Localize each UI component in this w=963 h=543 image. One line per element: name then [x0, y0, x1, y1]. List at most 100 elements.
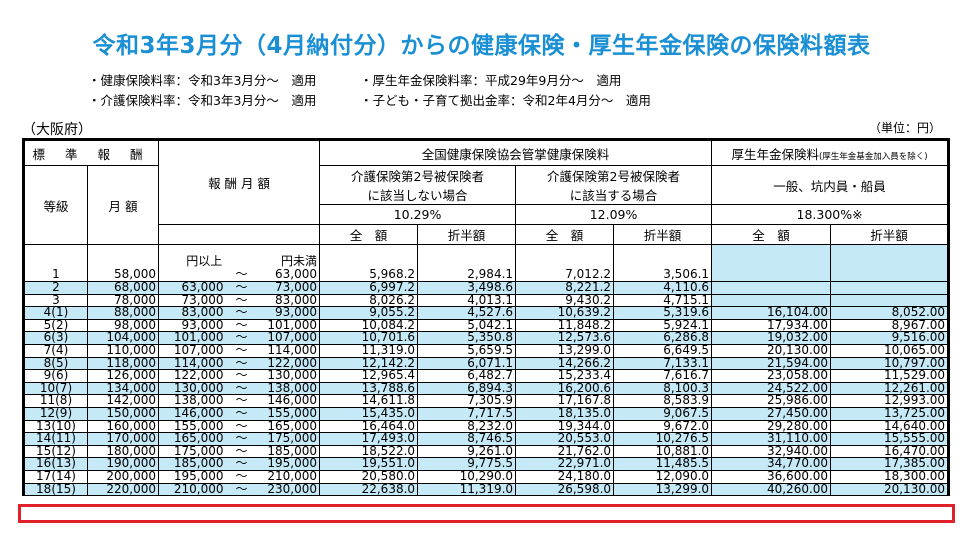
- cell-range-to-value: 155,000: [267, 407, 318, 420]
- rate-pension: 18.300%※: [711, 204, 951, 225]
- cell-monthly-value: 150,000: [106, 407, 157, 420]
- cell-monthly-value: 180,000: [106, 445, 157, 458]
- cell-monthly: 220,000: [86, 482, 160, 497]
- cell-care-half: 10,276.5: [613, 432, 713, 446]
- cell-care-half-value: 10,276.5: [655, 432, 710, 446]
- cell-monthly-value: 78,000: [114, 294, 157, 307]
- cell-health-half: 9,261.0: [417, 444, 517, 459]
- cell-health-full: 13,788.6: [319, 381, 419, 396]
- cell-pension-full-value: 19,032.00: [766, 331, 829, 345]
- cell-health-half: 6,894.3: [417, 381, 517, 396]
- cell-care-full-value: 16,200.6: [557, 382, 612, 395]
- cell-pension-half-value: 13,725.00: [883, 407, 946, 420]
- prefecture-label: （大阪府）: [22, 122, 92, 138]
- table-row: 18(15) 220,000 210,000 ～ 230,000 22,638.0 11,…: [22, 482, 951, 497]
- cell-pension-half-value: 11,529.00: [883, 369, 946, 383]
- cell-care-full: 19,344.0: [515, 419, 615, 434]
- cell-grade-value: 3: [52, 294, 60, 307]
- cell-pension-full: 36,600.00: [711, 469, 832, 484]
- cell-health-full-value: 19,551.0: [361, 457, 416, 471]
- cell-range-to: 155,000: [249, 406, 321, 421]
- col-full-pension: 全 額: [711, 224, 832, 245]
- cell-care-full-value: 14,266.2: [557, 357, 612, 370]
- cell-monthly-value: 98,000: [114, 319, 157, 332]
- cell-range-from-value: 130,000: [173, 382, 224, 395]
- cell-range-to: 円未満 63,000: [249, 244, 321, 282]
- cell-health-half: 8,746.5: [417, 432, 517, 446]
- cell-range-to: 165,000: [249, 419, 321, 434]
- header-pension-type: 一般、坑内員・船員: [711, 165, 951, 205]
- cell-pension-half: 10,065.00: [830, 343, 951, 358]
- cell-range-from-value: 146,000: [173, 407, 224, 420]
- cell-range-from: 146,000 ～: [158, 406, 250, 421]
- cell-range-from-value: 210,000: [173, 483, 224, 496]
- cell-pension-full-value: 31,110.00: [766, 432, 829, 446]
- table-row: 14(11) 170,000 165,000 ～ 175,000 17,493.0 8,7…: [22, 432, 951, 446]
- cell-pension-half: 13,725.00: [830, 406, 951, 421]
- col-half-no-care: 折半額: [417, 224, 517, 245]
- cell-care-full-value: 19,344.0: [557, 420, 612, 433]
- table-row: 2 68,000 63,000 ～ 73,000 6,997.2 3,498.6 8,221…: [22, 281, 951, 295]
- cell-care-full: 16,200.6: [515, 381, 615, 396]
- cell-health-full-value: 9,055.2: [369, 306, 416, 320]
- cell-grade-value: 10(7): [39, 382, 73, 395]
- cell-grade: 2: [22, 281, 88, 295]
- cell-health-half: 5,350.8: [417, 331, 517, 345]
- cell-care-full: 14,266.2: [515, 356, 615, 371]
- cell-grade-value: 12(9): [39, 407, 73, 420]
- cell-range-from-value: 122,000: [173, 369, 224, 383]
- cell-pension-full: [711, 244, 832, 282]
- cell-health-full-value: 16,464.0: [361, 420, 416, 433]
- table-row: 3 78,000 73,000 ～ 83,000 8,026.2 4,013.1 9,430…: [22, 293, 951, 308]
- cell-monthly: 98,000: [86, 318, 160, 333]
- cell-care-half: 6,649.5: [613, 343, 713, 358]
- cell-pension-full: 20,130.00: [711, 343, 832, 358]
- header-pension: 厚生年金保険料(厚生年金基金加入員を除く): [711, 138, 951, 166]
- cell-range-from-value: 165,000: [173, 432, 224, 446]
- cell-grade-value: 18(15): [36, 483, 76, 496]
- cell-health-half: 5,659.5: [417, 343, 517, 358]
- cell-range-to-value: 63,000: [275, 267, 318, 281]
- cell-grade-value: 15(12): [36, 445, 76, 458]
- cell-care-full-value: 24,180.0: [557, 470, 612, 483]
- cell-grade: 17(14): [22, 469, 88, 484]
- cell-care-full: 24,180.0: [515, 469, 615, 484]
- cell-health-full-value: 10,701.6: [361, 331, 416, 345]
- note-health-rate: ・健康保険料率：令和3年3月分～ 適用: [88, 73, 317, 88]
- table-row: 15(12) 180,000 175,000 ～ 185,000 18,522.0 9,2…: [22, 444, 951, 459]
- cell-monthly: 88,000: [86, 306, 160, 320]
- cell-range-to: 73,000: [249, 281, 321, 295]
- cell-health-half-value: 5,659.5: [467, 344, 514, 357]
- cell-health-half-value: 8,232.0: [467, 420, 514, 433]
- tilde-separator: ～: [223, 319, 248, 332]
- cell-range-to: 175,000: [249, 432, 321, 446]
- cell-grade-value: 5(2): [43, 319, 69, 332]
- cell-pension-half: 12,993.00: [830, 394, 951, 408]
- cell-range-to-value: 73,000: [275, 281, 318, 294]
- page-title: 令和3年3月分（4月納付分）からの健康保険・厚生年金保険の保険料額表: [92, 33, 871, 59]
- cell-range-from-value: 83,000: [181, 306, 224, 320]
- cell-grade-value: 6(3): [43, 331, 69, 345]
- cell-care-full: 17,167.8: [515, 394, 615, 408]
- cell-pension-half: 9,516.00: [830, 331, 951, 345]
- cell-care-half: 5,319.6: [613, 306, 713, 320]
- cell-grade-value: 9(6): [43, 369, 69, 383]
- table-row: 7(4) 110,000 107,000 ～ 114,000 11,319.0 5,659…: [22, 343, 951, 358]
- cell-health-full-value: 5,968.2: [369, 267, 416, 281]
- cell-monthly: 134,000: [86, 381, 160, 396]
- cell-health-full: 12,142.2: [319, 356, 419, 371]
- cell-health-full-value: 22,638.0: [361, 483, 416, 496]
- cell-care-full-value: 20,553.0: [557, 432, 612, 446]
- cell-range-from-value: 175,000: [173, 445, 224, 458]
- cell-health-full: 22,638.0: [319, 482, 419, 497]
- cell-range-to: 195,000: [249, 457, 321, 471]
- cell-grade-value: 13(10): [36, 420, 76, 433]
- tilde-separator: ～: [223, 483, 248, 496]
- cell-grade: 6(3): [22, 331, 88, 345]
- cell-monthly-value: 58,000: [114, 267, 157, 281]
- cell-health-full-value: 6,997.2: [369, 281, 416, 294]
- cell-health-full-value: 14,611.8: [361, 394, 416, 408]
- cell-pension-full: 17,934.00: [711, 318, 832, 333]
- cell-range-from: 155,000 ～: [158, 419, 250, 434]
- cell-care-half: 9,672.0: [613, 419, 713, 434]
